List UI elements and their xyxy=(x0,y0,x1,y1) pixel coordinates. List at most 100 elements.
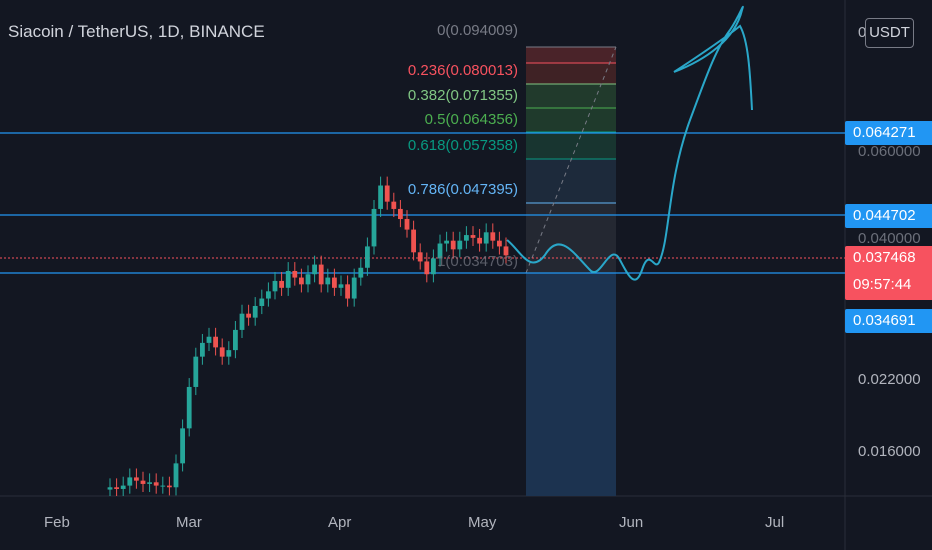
fib-zone-05 xyxy=(526,108,616,132)
level-tag-064271[interactable]: 0.064271 xyxy=(845,121,932,145)
candle-body xyxy=(292,270,298,278)
candle-body xyxy=(312,264,317,275)
fib-label-05: 0.5(0.064356) xyxy=(424,111,518,128)
candle-body xyxy=(200,342,205,357)
fib-label-0382: 0.382(0.071355) xyxy=(407,87,518,104)
fib-zone-0 xyxy=(526,47,616,63)
countdown-tag: 09:57:44 xyxy=(845,270,932,300)
candle-body xyxy=(120,485,126,489)
level-tag-044702[interactable]: 0.044702 xyxy=(845,204,932,228)
fib-trend-line xyxy=(525,46,617,274)
candle-body xyxy=(153,482,159,486)
candle-body xyxy=(140,480,146,484)
projection-box xyxy=(526,273,616,496)
candle-body xyxy=(305,274,311,285)
candle-body xyxy=(325,277,331,285)
candle-body xyxy=(457,240,463,250)
fib-zone-0236 xyxy=(526,63,616,84)
candle-body xyxy=(483,232,489,244)
fib-zone-0786 xyxy=(526,159,616,203)
candle-body xyxy=(424,261,430,275)
candle-body xyxy=(497,240,502,247)
candle-body xyxy=(239,313,245,330)
fib-label-0236: 0.236(0.080013) xyxy=(407,62,518,79)
candle-body xyxy=(266,291,271,299)
candle-body xyxy=(272,280,278,292)
candle-body xyxy=(285,270,291,288)
candle-body xyxy=(351,277,357,299)
candle-body xyxy=(186,386,192,429)
price-tick-0016: 0.016000 xyxy=(858,443,921,460)
candle-body xyxy=(450,240,456,250)
candle-body xyxy=(213,336,218,348)
candle-body xyxy=(134,477,139,481)
time-label-jul: Jul xyxy=(765,514,785,531)
price-tick-hidden-1: 0.060000 xyxy=(858,143,921,160)
fibonacci-retracement[interactable] xyxy=(525,46,617,274)
candle-body xyxy=(180,428,185,464)
candle-body xyxy=(490,232,496,241)
candle-body xyxy=(206,336,212,343)
candle-body xyxy=(503,246,509,256)
candle-body xyxy=(345,284,350,299)
fib-label-0786: 0.786(0.047395) xyxy=(407,181,518,198)
price-tick-top: 0 xyxy=(858,24,867,41)
candle-body xyxy=(371,208,377,247)
candle-body xyxy=(252,305,258,318)
candle-body xyxy=(299,277,304,285)
candle-body xyxy=(107,487,113,490)
fib-label-0618: 0.618(0.057358) xyxy=(407,137,518,154)
candle-body xyxy=(398,208,403,220)
candle-body xyxy=(437,243,443,259)
time-label-feb: Feb xyxy=(44,514,70,531)
candle-body xyxy=(470,235,476,238)
candle-body xyxy=(193,356,199,387)
candle-body xyxy=(431,258,436,275)
candle-body xyxy=(358,267,364,278)
candle-body xyxy=(219,347,225,357)
price-tick-0022: 0.022000 xyxy=(858,371,921,388)
candle-body xyxy=(464,235,469,241)
candle-body xyxy=(444,240,449,244)
candle-body xyxy=(167,485,172,488)
candle-body xyxy=(332,277,337,288)
fib-zone-0618 xyxy=(526,132,616,159)
candle-body xyxy=(173,463,179,488)
candle-body xyxy=(338,284,344,288)
candle-body xyxy=(160,485,166,487)
fib-zone-1 xyxy=(526,203,616,273)
candle-body xyxy=(391,201,397,209)
level-tag-034691[interactable]: 0.034691 xyxy=(845,309,932,333)
candle-body xyxy=(417,252,423,262)
fib-zone-0382 xyxy=(526,84,616,108)
last-price-tag: 0.037468 xyxy=(845,246,932,270)
candle-body xyxy=(318,264,324,285)
candle-body xyxy=(246,313,251,318)
candle-body xyxy=(147,482,152,484)
candle-body xyxy=(226,350,232,357)
candle-body xyxy=(127,477,133,486)
time-label-apr: Apr xyxy=(328,514,352,531)
time-label-mar: Mar xyxy=(176,514,202,531)
candle-body xyxy=(233,329,238,351)
candle-body xyxy=(114,487,119,489)
currency-button[interactable]: USDT xyxy=(865,18,914,48)
candlestick-series xyxy=(107,176,509,496)
fib-label-1: 1(0.034703) xyxy=(437,253,518,270)
symbol-title[interactable]: Siacoin / TetherUS, 1D, BINANCE xyxy=(8,22,265,41)
time-label-jun: Jun xyxy=(619,514,644,531)
candle-body xyxy=(411,229,416,253)
candle-body xyxy=(378,185,383,209)
forecast-drawing[interactable] xyxy=(506,5,753,281)
candle-body xyxy=(384,185,390,202)
candle-body xyxy=(259,298,265,306)
candle-body xyxy=(477,237,482,244)
candle-body xyxy=(365,246,370,268)
price-tick-hidden-2: 0.040000 xyxy=(858,230,921,247)
fib-label-0: 0(0.094009) xyxy=(437,22,518,39)
candle-body xyxy=(404,219,410,230)
candle-body xyxy=(279,280,284,288)
time-label-may: May xyxy=(468,514,497,531)
